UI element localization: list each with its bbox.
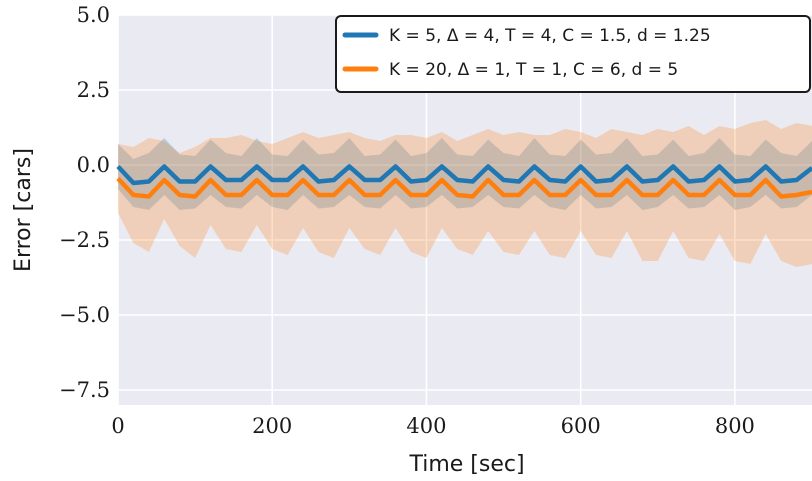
y-axis-label: Error [cars] xyxy=(11,148,36,272)
legend: K = 5, Δ = 4, T = 4, C = 1.5, d = 1.25 K… xyxy=(335,15,811,93)
x-tick-label: 600 xyxy=(561,414,601,438)
y-tick-label: −2.5 xyxy=(59,228,110,252)
x-tick-label: 0 xyxy=(111,414,124,438)
y-tick-label: 2.5 xyxy=(77,78,110,102)
x-axis-label: Time [sec] xyxy=(408,452,524,477)
y-tick-label: −7.5 xyxy=(59,378,110,402)
y-tick-label: −5.0 xyxy=(59,303,110,327)
x-tick-label: 800 xyxy=(715,414,755,438)
series-2-line xyxy=(116,176,812,199)
legend-entry-2: K = 20, Δ = 1, T = 1, C = 6, d = 5 xyxy=(389,60,678,80)
x-tick-labels: 0 200 400 600 800 xyxy=(111,414,755,438)
x-tick-label: 400 xyxy=(406,414,446,438)
series-lines xyxy=(116,164,812,199)
y-tick-labels: 5.0 2.5 0.0 −2.5 −5.0 −7.5 xyxy=(59,3,110,402)
legend-entry-1: K = 5, Δ = 4, T = 4, C = 1.5, d = 1.25 xyxy=(389,26,711,46)
x-tick-label: 200 xyxy=(252,414,292,438)
legend-box xyxy=(335,15,811,93)
series-1-line xyxy=(116,164,812,186)
y-tick-label: 5.0 xyxy=(77,3,110,27)
y-tick-label: 0.0 xyxy=(77,153,110,177)
